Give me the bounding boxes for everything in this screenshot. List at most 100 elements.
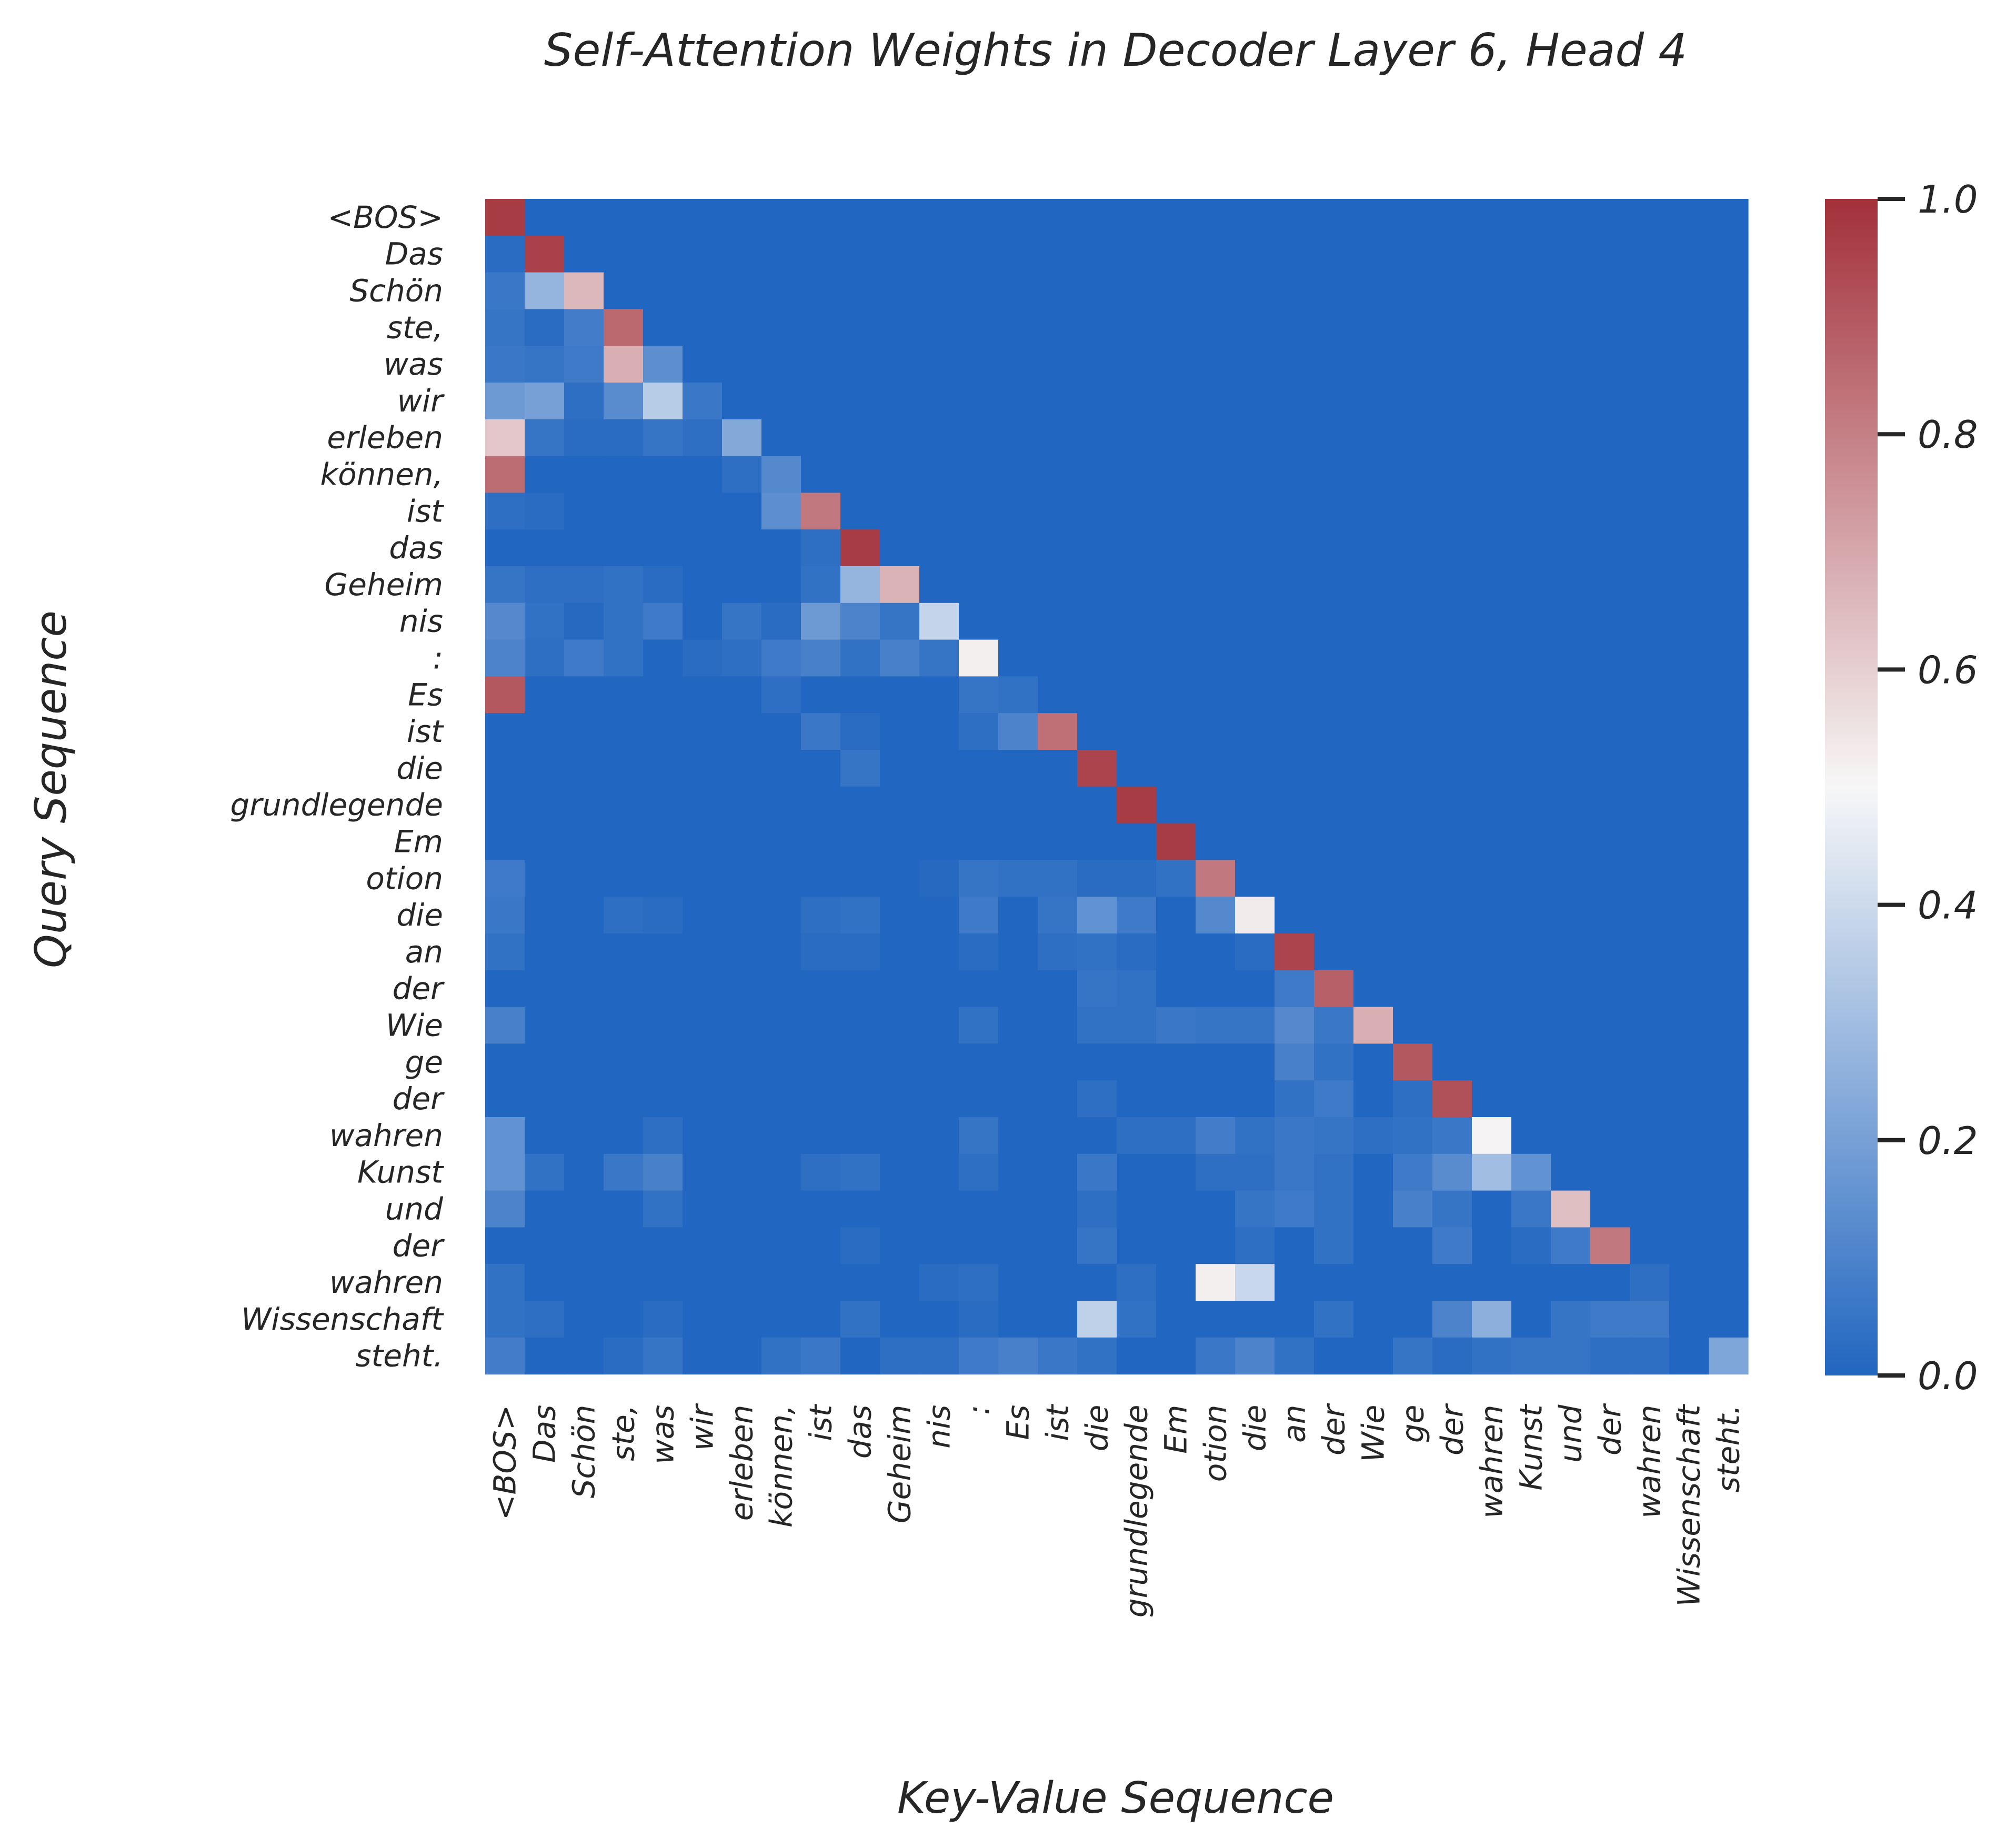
heatmap-cell — [1353, 1227, 1393, 1264]
heatmap-cell — [485, 676, 525, 714]
heatmap-cell — [683, 933, 723, 971]
heatmap-cell — [1590, 1043, 1630, 1081]
heatmap-cell — [1472, 1007, 1512, 1044]
heatmap-cell — [485, 272, 525, 309]
heatmap-cell — [604, 676, 644, 714]
heatmap-cell — [722, 1264, 762, 1301]
heatmap-cell — [1117, 1007, 1157, 1044]
heatmap-cell — [1156, 713, 1196, 750]
heatmap-cell — [880, 529, 920, 567]
heatmap-cell — [840, 383, 880, 420]
heatmap-cell — [1156, 786, 1196, 824]
heatmap-cell — [1314, 750, 1354, 787]
heatmap-cell — [1275, 272, 1315, 309]
y-tick-label: was — [384, 346, 443, 382]
heatmap-cell — [1669, 199, 1709, 236]
heatmap-cell — [1314, 1080, 1354, 1118]
heatmap-cell — [1275, 1264, 1315, 1301]
heatmap-cell — [643, 419, 683, 457]
heatmap-cell — [1275, 897, 1315, 934]
heatmap-cell — [1590, 713, 1630, 750]
heatmap-cell — [1472, 933, 1512, 971]
heatmap-cell — [1709, 1264, 1749, 1301]
colorbar-tick-label: 0.0 — [1918, 1354, 1978, 1398]
heatmap-cell — [485, 786, 525, 824]
heatmap-cell — [604, 1043, 644, 1081]
heatmap-cell — [1709, 529, 1749, 567]
heatmap-cell — [880, 456, 920, 493]
heatmap-cell — [1551, 1007, 1591, 1044]
heatmap-cell — [1590, 1117, 1630, 1154]
heatmap-cell — [1511, 309, 1551, 346]
heatmap-cell — [485, 493, 525, 530]
heatmap-cell — [683, 1153, 723, 1191]
heatmap-cell — [1038, 383, 1078, 420]
heatmap-cell — [1314, 1043, 1354, 1081]
heatmap-cell — [880, 933, 920, 971]
heatmap-cell — [1551, 309, 1591, 346]
heatmap-cell — [1551, 1153, 1591, 1191]
heatmap-cell — [761, 639, 801, 677]
heatmap-cell — [722, 1080, 762, 1118]
heatmap-cell — [683, 602, 723, 640]
heatmap-cell — [1353, 1264, 1393, 1301]
heatmap-cell — [1275, 235, 1315, 273]
heatmap-cell — [1472, 493, 1512, 530]
y-tick-label: wahren — [329, 1264, 443, 1300]
heatmap-cell — [761, 199, 801, 236]
heatmap-cell — [722, 456, 762, 493]
heatmap-cell — [880, 383, 920, 420]
heatmap-cell — [1077, 1080, 1117, 1118]
heatmap-cell — [1432, 933, 1472, 971]
heatmap-cell — [1709, 493, 1749, 530]
heatmap-cell — [1472, 1043, 1512, 1081]
heatmap-cell — [1472, 1337, 1512, 1375]
heatmap-cell — [1393, 456, 1433, 493]
heatmap-cell — [1117, 566, 1157, 604]
heatmap-cell — [485, 970, 525, 1008]
heatmap-cell — [1432, 602, 1472, 640]
heatmap-cell — [722, 1117, 762, 1154]
heatmap-cell — [1117, 1117, 1157, 1154]
heatmap-cell — [1117, 493, 1157, 530]
heatmap-cell — [1077, 1227, 1117, 1264]
heatmap-cell — [1275, 346, 1315, 383]
heatmap-cell — [840, 786, 880, 824]
heatmap-cell — [1275, 1301, 1315, 1338]
heatmap-cell — [1393, 639, 1433, 677]
heatmap-cell — [1314, 602, 1354, 640]
heatmap-cell — [1472, 309, 1512, 346]
heatmap-cell — [1630, 933, 1670, 971]
heatmap-cell — [1551, 235, 1591, 273]
heatmap-cell — [998, 1043, 1038, 1081]
heatmap-cell — [1275, 713, 1315, 750]
heatmap-cell — [525, 383, 565, 420]
heatmap-cell — [1275, 602, 1315, 640]
heatmap-cell — [1472, 786, 1512, 824]
heatmap-cell — [683, 639, 723, 677]
heatmap-cell — [722, 897, 762, 934]
heatmap-cell — [485, 639, 525, 677]
heatmap-cell — [1432, 1007, 1472, 1044]
heatmap-cell — [761, 493, 801, 530]
heatmap-cell — [1156, 383, 1196, 420]
heatmap-cell — [1393, 1301, 1433, 1338]
heatmap-cell — [880, 897, 920, 934]
heatmap-cell — [1314, 639, 1354, 677]
heatmap-cell — [1630, 602, 1670, 640]
heatmap-cell — [761, 1080, 801, 1118]
heatmap-cell — [564, 309, 604, 346]
heatmap-cell — [1077, 199, 1117, 236]
heatmap-cell — [1472, 529, 1512, 567]
heatmap-cell — [761, 1043, 801, 1081]
heatmap-cell — [801, 860, 841, 897]
heatmap-cell — [840, 1117, 880, 1154]
heatmap-cell — [959, 713, 999, 750]
heatmap-cell — [1077, 346, 1117, 383]
heatmap-cell — [840, 860, 880, 897]
heatmap-cell — [1156, 750, 1196, 787]
heatmap-cell — [840, 1227, 880, 1264]
heatmap-cell — [761, 1190, 801, 1228]
heatmap-cell — [722, 1153, 762, 1191]
heatmap-cell — [1353, 272, 1393, 309]
